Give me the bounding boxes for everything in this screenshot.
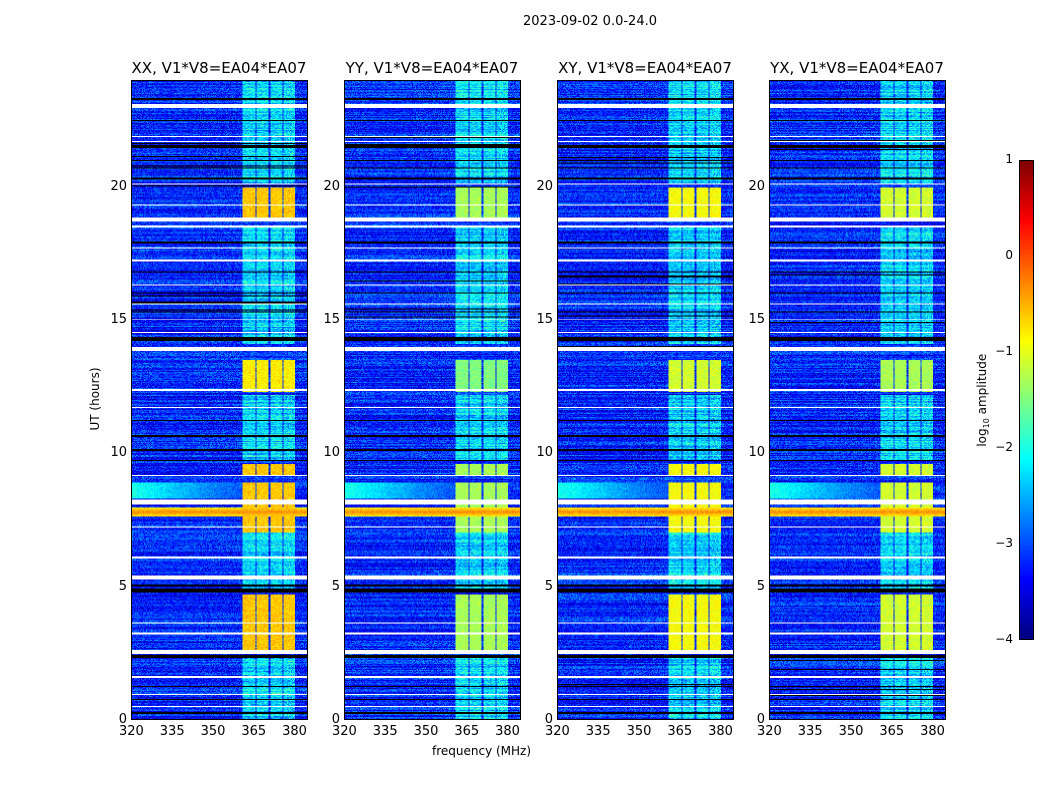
y-tick-label: 20 <box>536 178 553 194</box>
y-tick-label: 15 <box>536 312 553 327</box>
panel-title: YX, V1*V8=EA04*EA07 <box>770 59 944 77</box>
y-tick-label: 20 <box>110 178 127 194</box>
y-tick-label: 20 <box>748 178 765 194</box>
colorbar-tick-label: −3 <box>995 536 1013 550</box>
x-tick-label: 365 <box>667 724 693 739</box>
colorbar-tick-label: 0 <box>1005 248 1013 262</box>
y-tick-label: 15 <box>748 312 765 327</box>
x-tick-label: 335 <box>585 724 611 739</box>
x-tick-label: 350 <box>626 724 652 739</box>
y-tick-label: 15 <box>110 312 127 327</box>
x-tick-label: 320 <box>332 724 357 739</box>
x-tick-label: 380 <box>495 724 520 739</box>
x-tick-label: 380 <box>708 724 733 739</box>
x-tick-label: 365 <box>879 724 905 739</box>
spectrogram-panel-2 <box>557 80 734 720</box>
colorbar-tick-label: −4 <box>995 632 1013 646</box>
y-tick-label: 0 <box>331 712 340 727</box>
y-tick-label: 0 <box>118 712 127 727</box>
y-tick-label: 5 <box>118 578 127 594</box>
spectrogram-panel-0 <box>131 80 308 720</box>
colorbar-label-log: log <box>974 428 989 447</box>
x-tick-label: 380 <box>920 724 945 739</box>
colorbar-label-sub: 10 <box>982 418 992 429</box>
x-tick-label: 365 <box>454 724 480 739</box>
x-tick-label: 320 <box>545 724 570 739</box>
x-axis-label: frequency (MHz) <box>432 744 532 758</box>
x-tick-label: 335 <box>797 724 823 739</box>
y-tick-label: 10 <box>536 445 553 461</box>
spectrogram-panel-3 <box>769 80 946 720</box>
y-axis-label: UT (hours) <box>88 367 102 431</box>
y-tick-label: 5 <box>756 578 765 594</box>
x-tick-label: 350 <box>838 724 864 739</box>
y-tick-label: 5 <box>331 578 340 594</box>
y-tick-label: 15 <box>323 312 340 327</box>
x-tick-label: 320 <box>119 724 144 739</box>
y-tick-label: 0 <box>544 712 553 727</box>
panel-title: YY, V1*V8=EA04*EA07 <box>345 59 519 77</box>
colorbar-tick-label: −2 <box>995 440 1013 454</box>
y-tick-label: 5 <box>544 578 553 594</box>
y-tick-label: 10 <box>748 445 765 461</box>
y-tick-label: 10 <box>110 445 127 461</box>
colorbar-tick-label: 1 <box>1005 152 1013 166</box>
x-tick-label: 350 <box>200 724 226 739</box>
colorbar <box>1019 160 1034 640</box>
colorbar-label-suffix: amplitude <box>974 353 989 419</box>
y-tick-label: 20 <box>323 178 340 194</box>
x-tick-label: 320 <box>757 724 782 739</box>
colorbar-tick-label: −1 <box>995 344 1013 358</box>
spectrogram-panel-1 <box>344 80 521 720</box>
panel-title: XX, V1*V8=EA04*EA07 <box>131 59 307 77</box>
x-tick-label: 380 <box>282 724 307 739</box>
x-tick-label: 350 <box>413 724 439 739</box>
y-tick-label: 10 <box>323 445 340 461</box>
x-tick-label: 335 <box>372 724 398 739</box>
panel-title: XY, V1*V8=EA04*EA07 <box>558 59 732 77</box>
x-tick-label: 335 <box>159 724 185 739</box>
y-tick-label: 0 <box>756 712 765 727</box>
x-tick-label: 365 <box>241 724 267 739</box>
colorbar-label: log10 amplitude <box>975 345 991 455</box>
figure-title: 2023-09-02 0.0-24.0 <box>523 14 657 29</box>
